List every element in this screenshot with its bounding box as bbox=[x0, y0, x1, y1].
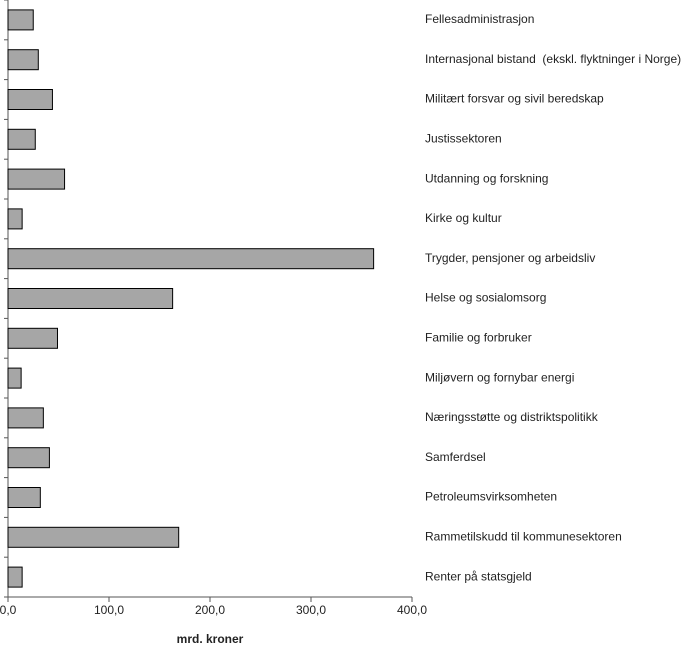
bar bbox=[7, 407, 44, 429]
bar bbox=[7, 128, 36, 150]
category-label: Utdanning og forskning bbox=[425, 171, 548, 185]
category-label: Militært forsvar og sivil beredskap bbox=[425, 92, 604, 106]
category-label: Næringsstøtte og distriktspolitikk bbox=[425, 410, 599, 424]
category-label: Rammetilskudd til kommunesektoren bbox=[425, 529, 622, 543]
category-label: Miljøvern og fornybar energi bbox=[425, 370, 574, 384]
category-label: Justissektoren bbox=[425, 131, 502, 145]
category-label: Fellesadministrasjon bbox=[425, 12, 534, 26]
bar bbox=[7, 208, 23, 230]
category-label: Samferdsel bbox=[425, 450, 486, 464]
x-tick-label: 400,0 bbox=[397, 603, 427, 617]
bar bbox=[7, 49, 39, 71]
bar bbox=[7, 168, 66, 190]
bar bbox=[7, 367, 22, 389]
bar bbox=[7, 447, 50, 469]
category-label: Familie og forbruker bbox=[425, 330, 532, 344]
bar bbox=[7, 9, 34, 31]
bar bbox=[7, 89, 53, 110]
bar bbox=[7, 248, 375, 270]
category-label: Helse og sosialomsorg bbox=[425, 291, 546, 305]
x-tick-label: 100,0 bbox=[94, 603, 124, 617]
category-label: Internasjonal bistand (ekskl. flyktninge… bbox=[425, 52, 681, 66]
bar bbox=[7, 526, 180, 548]
category-label: Renter på statsgjeld bbox=[425, 569, 532, 583]
category-label: Trygder, pensjoner og arbeidsliv bbox=[425, 251, 595, 265]
bar bbox=[7, 288, 174, 309]
bar bbox=[7, 566, 23, 588]
bar bbox=[7, 487, 41, 508]
x-tick-label: 300,0 bbox=[296, 603, 326, 617]
x-tick-label: 200,0 bbox=[195, 603, 225, 617]
category-label: Petroleumsvirksomheten bbox=[425, 490, 557, 504]
x-axis-label: mrd. kroner bbox=[177, 632, 244, 646]
x-tick-label: 0,0 bbox=[0, 603, 17, 617]
bar bbox=[7, 327, 58, 349]
category-label: Kirke og kultur bbox=[425, 211, 502, 225]
